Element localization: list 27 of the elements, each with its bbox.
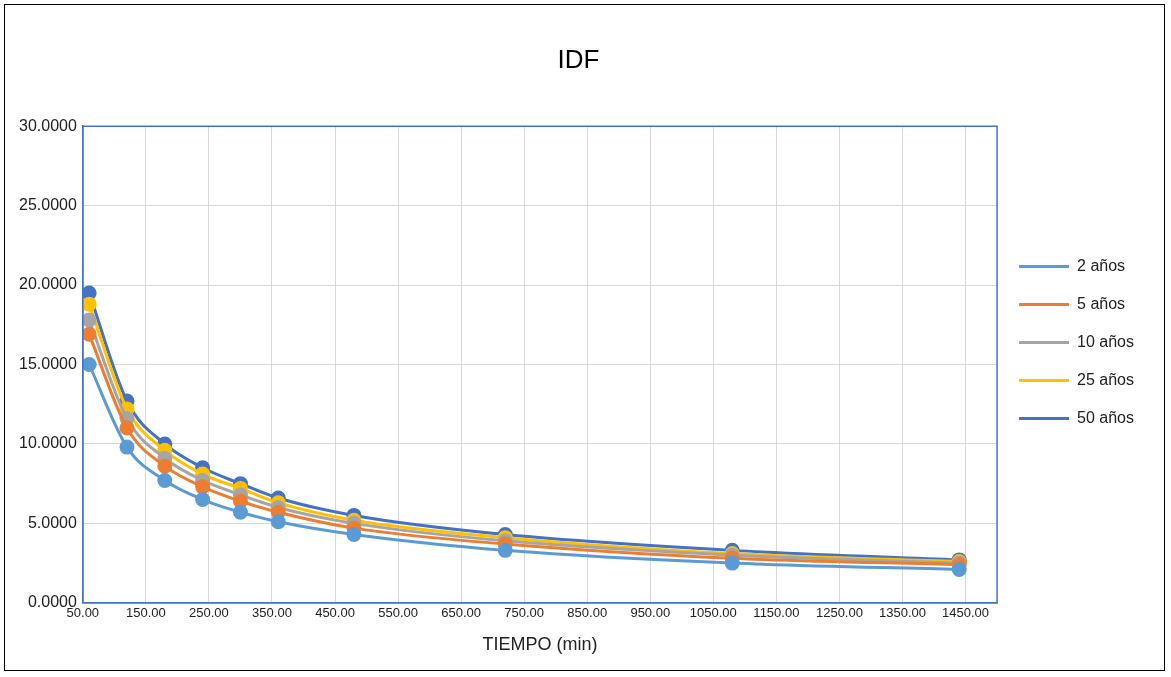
x-tick-label: 1450.00 [942, 605, 990, 621]
chart-title: IDF [557, 43, 600, 74]
legend-label: 25 años [1077, 370, 1134, 388]
x-tick-label: 1150.00 [753, 605, 800, 621]
x-tick-label: 650.00 [441, 605, 482, 621]
x-tick-label: 350.00 [252, 605, 292, 621]
x-tick-label: 250.00 [189, 605, 229, 621]
legend-label: 50 años [1077, 408, 1134, 426]
x-tick-label: 1050.00 [689, 605, 737, 621]
y-tick-label: 15.0000 [18, 354, 77, 372]
x-tick-label: 950.00 [630, 605, 671, 621]
x-tick-label: 450.00 [315, 605, 355, 621]
y-tick-label: 20.0000 [18, 275, 77, 293]
y-tick-label: 30.0000 [18, 116, 77, 134]
x-tick-label: 1350.00 [878, 605, 926, 621]
x-tick-label: 150.00 [126, 605, 166, 621]
x-tick-label: 550.00 [378, 605, 418, 621]
y-tick-label: 10.0000 [18, 434, 77, 452]
y-tick-label: 5.0000 [27, 513, 77, 531]
legend-label: 10 años [1077, 332, 1134, 350]
x-axis-title: TIEMPO (min) [482, 634, 598, 655]
legend-label: 2 años [1077, 256, 1126, 274]
y-tick-label: 25.0000 [18, 196, 77, 214]
x-tick-label: 850.00 [567, 605, 608, 621]
legend-label: 5 años [1077, 294, 1126, 312]
x-tick-label: 750.00 [504, 605, 545, 621]
x-tick-label: 1250.00 [815, 605, 863, 621]
